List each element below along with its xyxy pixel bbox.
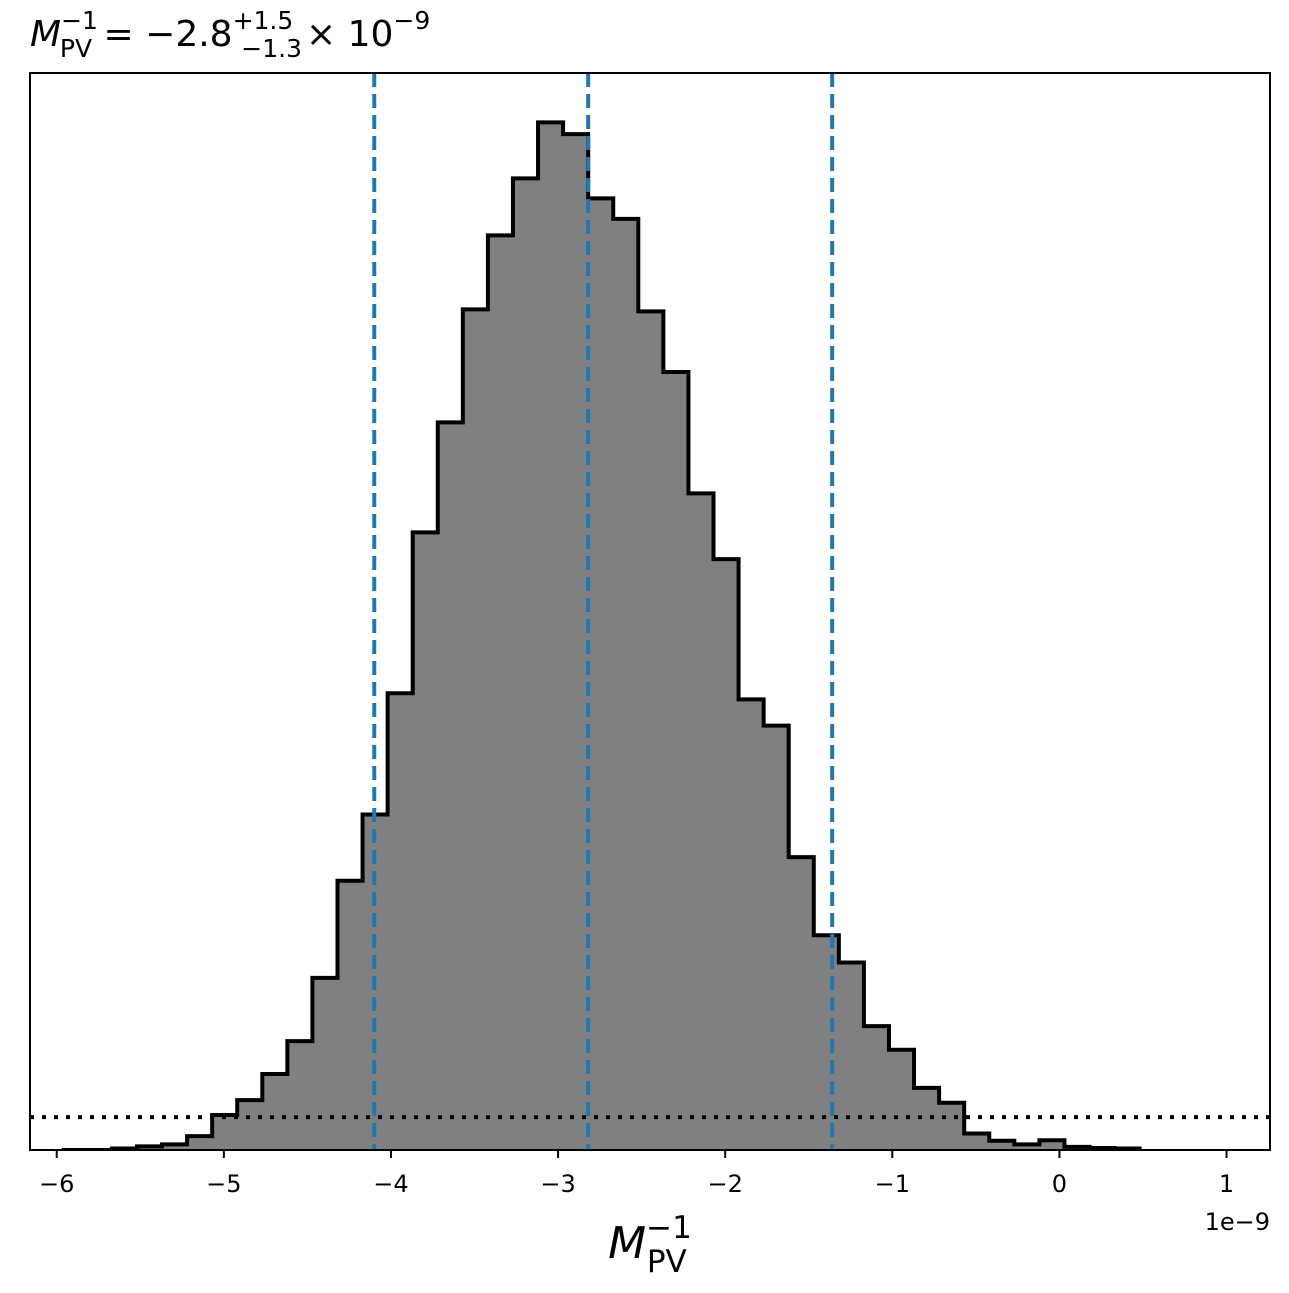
histogram-bar xyxy=(262,1073,288,1150)
axes-frame xyxy=(29,72,1271,1151)
x-axis-ticks: −6 −5 −4 −3 −2 −1 0 1 xyxy=(39,1150,1234,1198)
x-axis-label: M−1 PV xyxy=(608,1210,692,1280)
chart-title: M−1 PV = −2.8+1.5 −1.3 × 10−9 xyxy=(30,6,430,63)
histogram-bar xyxy=(713,559,740,1150)
histogram-bar xyxy=(763,725,790,1150)
xlabel-symbol: M xyxy=(608,1218,646,1269)
title-symbol: M xyxy=(30,14,61,55)
histogram-bar xyxy=(888,1049,915,1150)
histogram-bar xyxy=(538,122,564,1150)
x-axis-scale-label: 1e−9 xyxy=(1205,1208,1270,1236)
histogram-bar xyxy=(437,422,464,1150)
title-upper-error: +1.5 xyxy=(233,6,294,35)
xlabel-superscript: −1 xyxy=(646,1210,692,1246)
x-tick-label: −2 xyxy=(708,1170,743,1198)
histogram-bar xyxy=(237,1100,263,1150)
histogram-bar xyxy=(162,1144,188,1150)
histogram-bar xyxy=(1014,1144,1040,1150)
histogram-bar xyxy=(588,198,614,1150)
histogram-bar xyxy=(1039,1140,1065,1150)
histogram-outline xyxy=(61,120,1142,1150)
title-lower-error: −1.3 xyxy=(241,34,302,63)
histogram-bar xyxy=(939,1102,965,1150)
x-tick-label: 0 xyxy=(1052,1170,1067,1198)
histogram-bar xyxy=(187,1136,213,1150)
histogram-bar xyxy=(387,693,414,1150)
histogram-bar xyxy=(738,699,765,1150)
xlabel-subscript: PV xyxy=(647,1244,687,1280)
title-multiplier: × 10 xyxy=(306,14,393,55)
histogram-bar xyxy=(462,309,489,1150)
title-median: = −2.8 xyxy=(92,14,232,55)
histogram-bar xyxy=(412,532,439,1150)
histogram-bars xyxy=(111,122,1141,1150)
histogram-bar xyxy=(813,935,840,1150)
histogram-bar xyxy=(337,880,364,1150)
histogram-bar xyxy=(964,1133,990,1150)
histogram-bar xyxy=(312,977,338,1150)
x-tick-label: 1 xyxy=(1219,1170,1234,1198)
quantile-lines xyxy=(372,73,835,1150)
histogram-bar xyxy=(863,1026,890,1150)
histogram-bar xyxy=(838,962,865,1150)
histogram-bar xyxy=(688,493,715,1150)
histogram-bar xyxy=(212,1115,238,1150)
histogram-bar xyxy=(788,857,815,1150)
histogram-bar xyxy=(663,372,689,1150)
histogram-bar xyxy=(512,178,539,1150)
histogram-bar xyxy=(613,218,639,1150)
histogram-bar xyxy=(989,1140,1015,1150)
x-tick-label: −4 xyxy=(373,1170,408,1198)
histogram-bar xyxy=(914,1087,940,1150)
title-subscript: PV xyxy=(60,34,92,63)
x-tick-label: −3 xyxy=(540,1170,575,1198)
x-tick-label: −1 xyxy=(875,1170,910,1198)
title-superscript: −1 xyxy=(61,6,98,35)
histogram-bar xyxy=(487,235,514,1150)
histogram-bar xyxy=(287,1041,313,1150)
x-tick-label: −5 xyxy=(206,1170,241,1198)
histogram-bar xyxy=(563,134,589,1150)
plot-area xyxy=(30,73,1270,1150)
title-exponent: −9 xyxy=(393,6,430,35)
histogram-bar xyxy=(638,311,664,1150)
x-tick-label: −6 xyxy=(39,1170,74,1198)
